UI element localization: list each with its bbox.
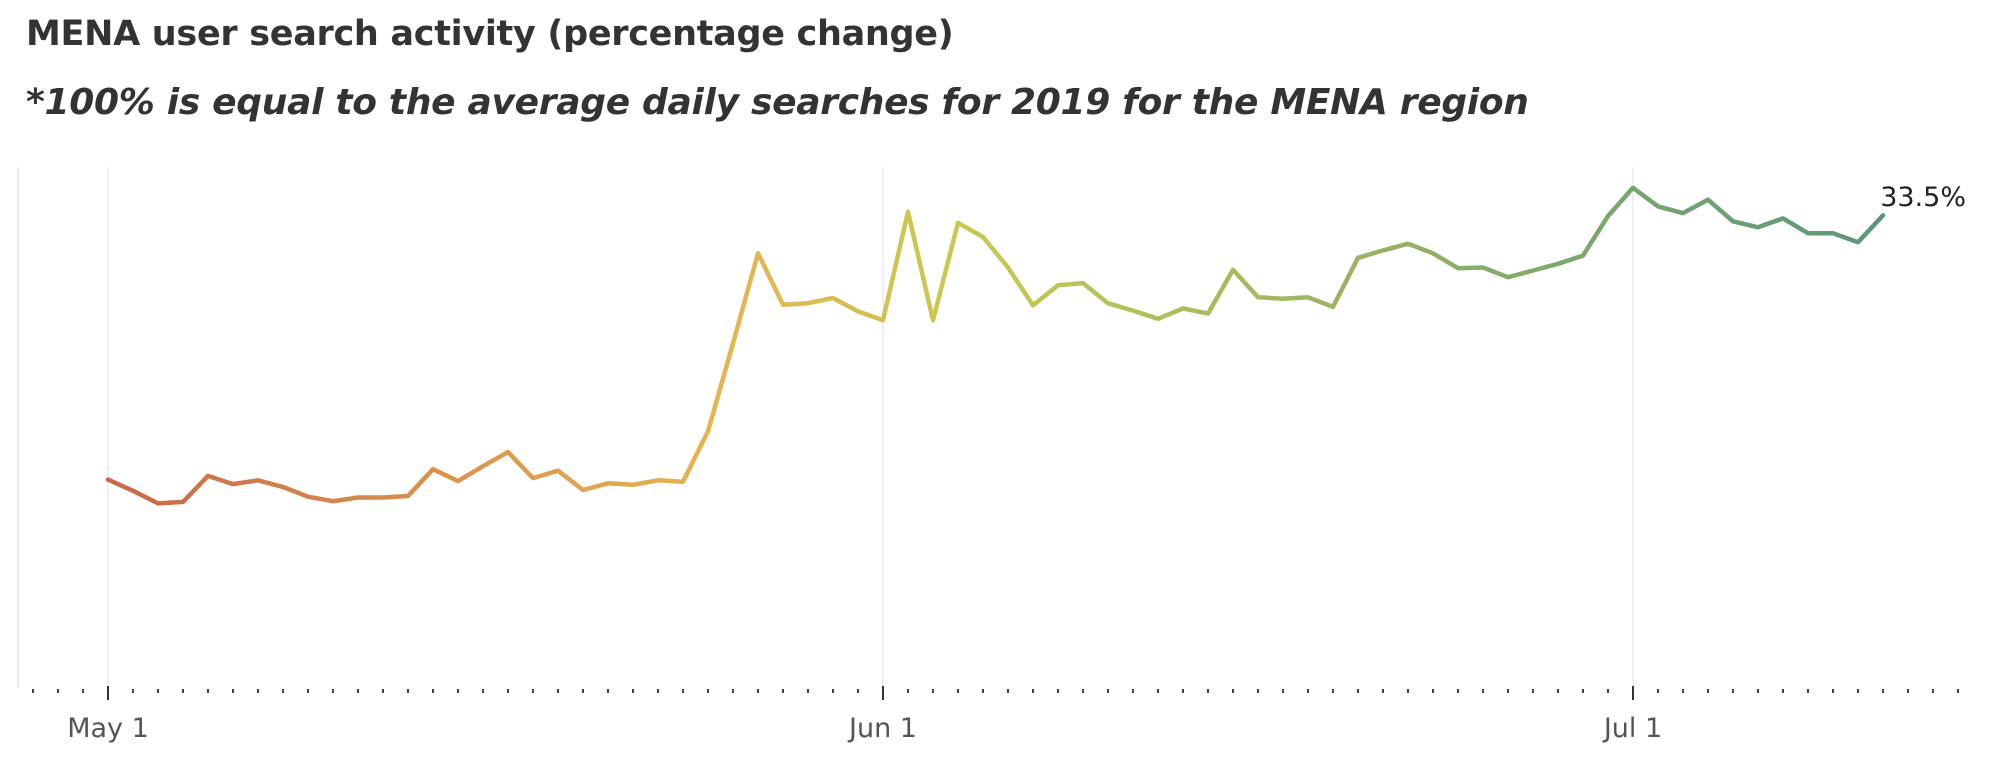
end-value-label: 33.5%	[1880, 182, 1966, 213]
x-tick-label: Jun 1	[847, 713, 917, 744]
x-tick-label: May 1	[67, 713, 149, 744]
x-axis	[32, 686, 1959, 700]
series-line	[105, 185, 1886, 506]
gridlines	[107, 167, 1634, 688]
x-axis-tick-labels: May 1 Jun 1 Jul 1	[67, 713, 1662, 744]
x-tick-label: Jul 1	[1602, 713, 1662, 744]
chart-subtitle: *100% is equal to the average daily sear…	[26, 82, 1529, 123]
chart-title: MENA user search activity (percentage ch…	[26, 14, 954, 54]
